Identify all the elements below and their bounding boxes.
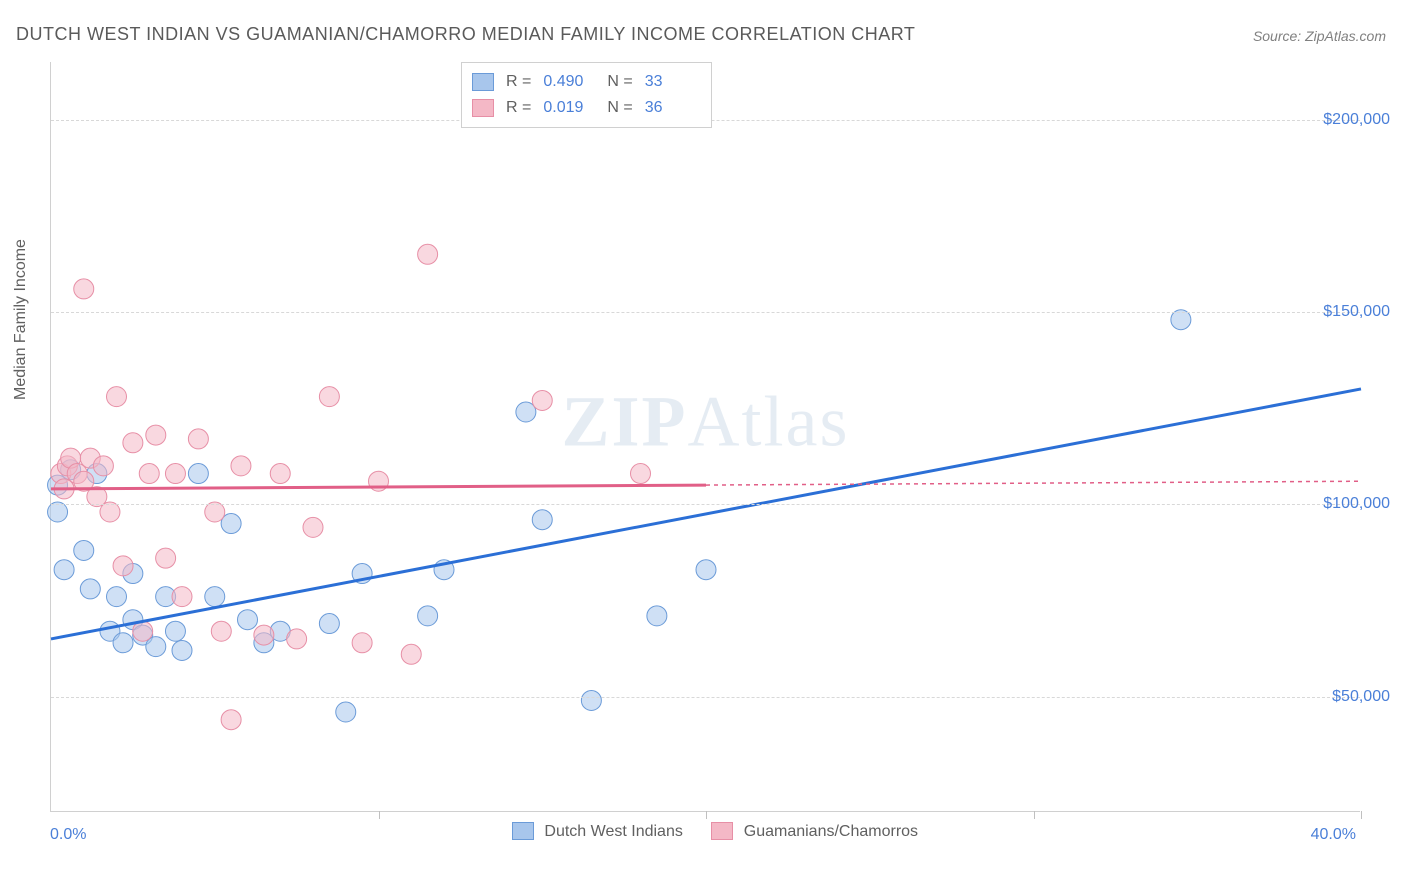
legend-label-0: Dutch West Indians [544,823,682,840]
x-tick [706,811,707,819]
regression-line [706,481,1361,485]
data-point [172,640,192,660]
data-point [231,456,251,476]
data-point [80,579,100,599]
data-point [165,621,185,641]
data-point [631,464,651,484]
data-point [401,644,421,664]
n-value-1: 36 [645,95,697,121]
chart-container: DUTCH WEST INDIAN VS GUAMANIAN/CHAMORRO … [0,0,1406,892]
y-axis-label: Median Family Income [12,239,30,400]
y-tick-label: $50,000 [1332,688,1390,706]
data-point [532,390,552,410]
legend-swatch-0 [512,822,534,840]
data-point [54,560,74,580]
r-value-0: 0.490 [543,69,595,95]
data-point [647,606,667,626]
n-value-0: 33 [645,69,697,95]
data-point [165,464,185,484]
data-point [696,560,716,580]
data-point [254,625,274,645]
correlation-stats-box: R = 0.490 N = 33 R = 0.019 N = 36 [461,62,712,128]
data-point [93,456,113,476]
data-point [146,425,166,445]
data-point [74,540,94,560]
data-point [107,387,127,407]
data-point [188,429,208,449]
plot-area: ZIPAtlas R = 0.490 N = 33 R = 0.019 N = … [50,62,1360,812]
data-point [352,633,372,653]
y-tick-label: $150,000 [1323,303,1390,321]
data-point [107,587,127,607]
data-point [139,464,159,484]
data-point [238,610,258,630]
data-point [74,279,94,299]
data-point [287,629,307,649]
data-point [303,517,323,537]
source-attribution: Source: ZipAtlas.com [1253,28,1386,44]
data-point [221,710,241,730]
n-label: N = [607,69,632,95]
chart-svg [51,62,1360,811]
data-point [418,244,438,264]
data-point [188,464,208,484]
gridline [51,697,1360,698]
y-tick-label: $200,000 [1323,111,1390,129]
data-point [319,614,339,634]
stat-row-series-1: R = 0.019 N = 36 [472,95,697,121]
data-point [123,433,143,453]
gridline [51,312,1360,313]
stat-row-series-0: R = 0.490 N = 33 [472,69,697,95]
x-tick [379,811,380,819]
data-point [532,510,552,530]
legend-label-1: Guamanians/Chamorros [744,823,918,840]
legend-bottom: Dutch West Indians Guamanians/Chamorros [0,822,1406,841]
stat-swatch-1 [472,99,494,117]
n-label: N = [607,95,632,121]
stat-swatch-0 [472,73,494,91]
r-value-1: 0.019 [543,95,595,121]
data-point [581,690,601,710]
legend-swatch-1 [711,822,733,840]
x-tick [1361,811,1362,819]
gridline [51,504,1360,505]
x-tick [1034,811,1035,819]
r-label: R = [506,95,531,121]
regression-line [51,389,1361,639]
r-label: R = [506,69,531,95]
data-point [319,387,339,407]
chart-title: DUTCH WEST INDIAN VS GUAMANIAN/CHAMORRO … [16,24,915,45]
data-point [113,556,133,576]
data-point [156,548,176,568]
data-point [270,464,290,484]
data-point [211,621,231,641]
y-tick-label: $100,000 [1323,495,1390,513]
data-point [172,587,192,607]
data-point [205,587,225,607]
data-point [418,606,438,626]
data-point [336,702,356,722]
data-point [113,633,133,653]
